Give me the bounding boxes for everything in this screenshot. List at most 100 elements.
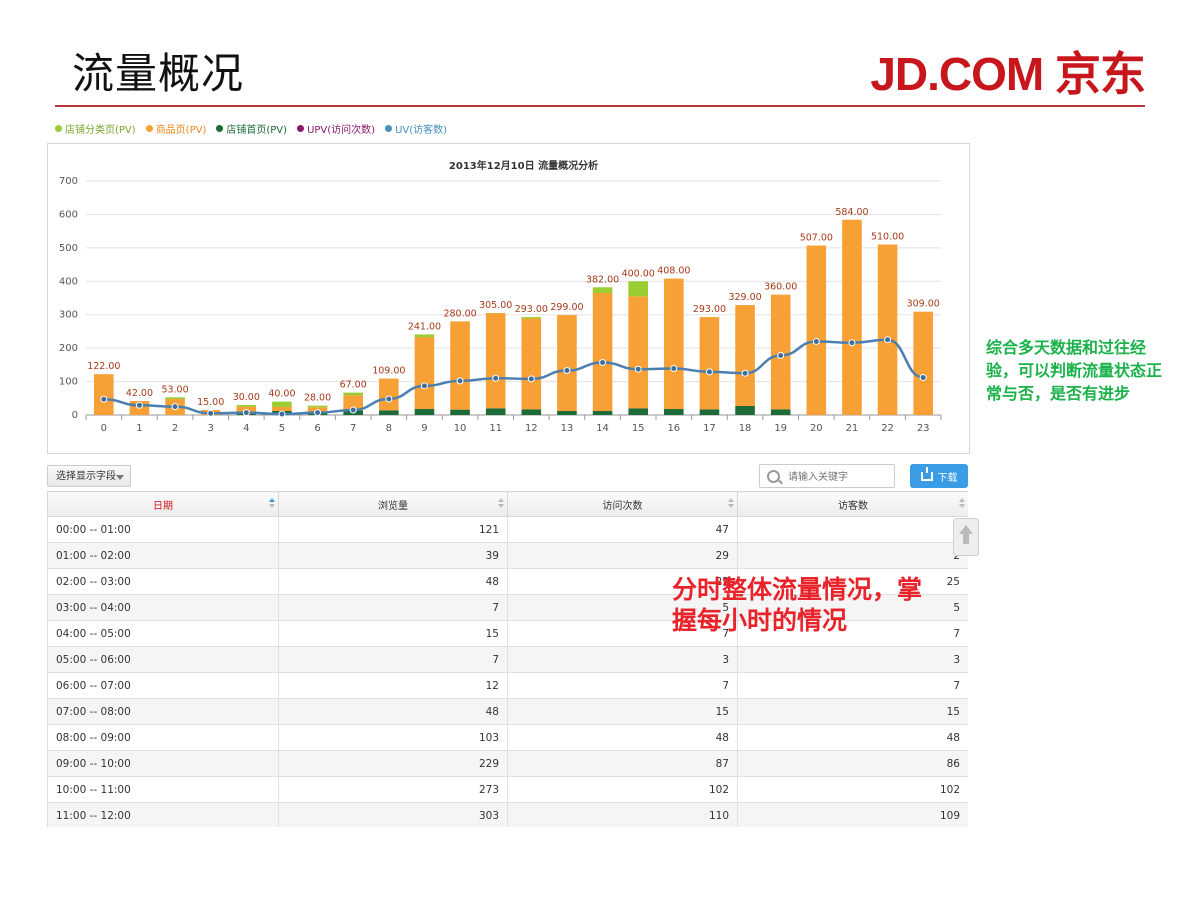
data-label: 382.00 xyxy=(586,274,619,285)
bar-segment xyxy=(664,408,684,415)
column-header-date[interactable]: 日期 xyxy=(47,491,279,517)
header-label: 浏览量 xyxy=(378,500,408,512)
x-tick-label: 9 xyxy=(421,423,427,434)
table-row[interactable]: 00:00 -- 01:00121474 xyxy=(47,516,968,543)
x-tick-label: 6 xyxy=(314,423,320,434)
legend-item-category-pv[interactable]: 店铺分类页(PV) xyxy=(55,121,136,136)
uv-series-line xyxy=(103,338,924,416)
table-row[interactable]: 10:00 -- 11:00 273 102 102 xyxy=(47,776,968,803)
column-header-visitors[interactable]: 访客数 xyxy=(737,491,968,517)
bar-segment xyxy=(628,408,648,415)
bar-segment xyxy=(485,313,506,409)
data-label: 122.00 xyxy=(87,361,120,372)
bar-segment xyxy=(699,409,720,415)
search-input[interactable] xyxy=(786,468,894,486)
data-label: 42.00 xyxy=(126,388,153,399)
bar-segment xyxy=(806,245,827,415)
chart-title: 2013年12月10日 流量概况分析 xyxy=(449,159,598,172)
cell-value: 5 xyxy=(737,594,968,621)
data-label: 309.00 xyxy=(907,299,940,310)
x-tick-label: 10 xyxy=(454,423,467,434)
cell-value: 48 xyxy=(278,568,508,595)
legend-dot-icon xyxy=(145,125,153,132)
cell-value: 3 xyxy=(737,646,968,673)
cell-value: 4 xyxy=(737,516,968,543)
table-row[interactable]: 05:00 -- 06:00 7 3 3 xyxy=(47,646,968,673)
uv-point xyxy=(420,382,428,390)
legend-item-home-pv[interactable]: 店铺首页(PV) xyxy=(216,121,287,136)
data-label: 53.00 xyxy=(161,384,188,395)
uv-point xyxy=(171,403,179,411)
data-label: 15.00 xyxy=(197,397,224,408)
table-row[interactable]: 03:00 -- 04:00 7 5 5 xyxy=(47,594,968,621)
data-label: 510.00 xyxy=(871,232,904,243)
download-button[interactable]: 下载 xyxy=(910,464,968,488)
chevron-down-icon xyxy=(116,475,124,480)
column-header-pageviews[interactable]: 浏览量 xyxy=(278,491,508,517)
cell-time-range: 04:00 -- 05:00 xyxy=(47,620,279,647)
cell-time-range: 08:00 -- 09:00 xyxy=(47,724,279,751)
data-label: 30.00 xyxy=(233,392,260,403)
uv-point xyxy=(100,395,108,403)
field-select-dropdown[interactable]: 选择显示字段 xyxy=(47,465,131,487)
data-label: 241.00 xyxy=(408,321,441,332)
x-tick-label: 1 xyxy=(136,423,142,434)
data-label: 507.00 xyxy=(800,233,833,244)
cell-value: 102 xyxy=(737,776,968,803)
table-annotation: 分时整体流量情况，掌握每小时的情况 xyxy=(672,574,942,636)
table-row[interactable]: 09:00 -- 10:00 229 87 86 xyxy=(47,750,968,777)
uv-point xyxy=(349,406,357,414)
legend-label: 店铺首页(PV) xyxy=(226,125,288,136)
cell-value: 15 xyxy=(507,698,738,725)
table-annotation-text: 分时整体流量情况，掌握每小时的情况 xyxy=(672,575,923,635)
bar-segment xyxy=(735,305,755,406)
table-row[interactable]: 08:00 -- 09:00 103 48 48 xyxy=(47,724,968,751)
table-row[interactable]: 01:00 -- 02:0039292 xyxy=(47,542,968,569)
x-tick-label: 4 xyxy=(243,423,249,434)
y-tick-label: 600 xyxy=(59,209,78,220)
bar-segment xyxy=(592,287,613,293)
x-tick-label: 3 xyxy=(208,423,214,434)
legend-item-upv[interactable]: UPV(访问次数) xyxy=(297,121,375,136)
x-tick-label: 21 xyxy=(846,423,859,434)
table-row[interactable]: 06:00 -- 07:00 12 7 7 xyxy=(47,672,968,699)
cell-value: 303 xyxy=(278,802,508,827)
cell-value: 273 xyxy=(278,776,508,803)
x-tick-label: 18 xyxy=(739,423,752,434)
cell-time-range: 11:00 -- 12:00 xyxy=(47,802,279,827)
arrow-up-icon xyxy=(959,525,973,534)
legend-item-product-pv[interactable]: 商品页(PV) xyxy=(145,121,206,136)
data-label: 280.00 xyxy=(443,308,476,319)
legend-label: UPV(访问次数) xyxy=(307,125,376,136)
header-label: 访客数 xyxy=(838,500,868,512)
bar-segment xyxy=(272,401,292,407)
bar-segment xyxy=(877,244,898,415)
chart-legend: 店铺分类页(PV) 商品页(PV) 店铺首页(PV) UPV(访问次数) UV(… xyxy=(55,121,447,136)
bar-segment xyxy=(165,397,185,399)
bar-segment xyxy=(307,405,328,408)
table-row[interactable]: 02:00 -- 03:00 48 25 25 xyxy=(47,568,968,595)
chart-panel: 2013年12月10日 流量概况分析 0 100 200 300 400 500 600 700… xyxy=(47,143,970,454)
data-label: 305.00 xyxy=(479,300,512,311)
uv-point xyxy=(705,368,713,376)
cell-time-range: 06:00 -- 07:00 xyxy=(47,672,279,699)
bar-segment xyxy=(414,408,435,415)
column-header-visits[interactable]: 访问次数 xyxy=(507,491,738,517)
legend-item-uv[interactable]: UV(访客数) xyxy=(385,121,447,136)
scroll-to-top-button[interactable] xyxy=(953,518,979,556)
data-label: 293.00 xyxy=(693,304,726,315)
uv-point xyxy=(777,351,785,359)
cell-value: 229 xyxy=(278,750,508,777)
search-box[interactable] xyxy=(759,464,895,488)
table-row[interactable]: 07:00 -- 08:00 48 15 15 xyxy=(47,698,968,725)
data-label: 109.00 xyxy=(372,366,405,377)
data-label: 408.00 xyxy=(657,266,690,277)
table-row[interactable]: 11:00 -- 12:00 303 110 109 xyxy=(47,802,968,827)
cell-time-range: 10:00 -- 11:00 xyxy=(47,776,279,803)
bar-segment xyxy=(699,317,720,410)
table-row[interactable]: 04:00 -- 05:00 15 7 7 xyxy=(47,620,968,647)
cell-value: 7 xyxy=(507,672,738,699)
bar-segment xyxy=(842,219,862,415)
x-tick-label: 16 xyxy=(667,423,680,434)
cell-value: 15 xyxy=(737,698,968,725)
